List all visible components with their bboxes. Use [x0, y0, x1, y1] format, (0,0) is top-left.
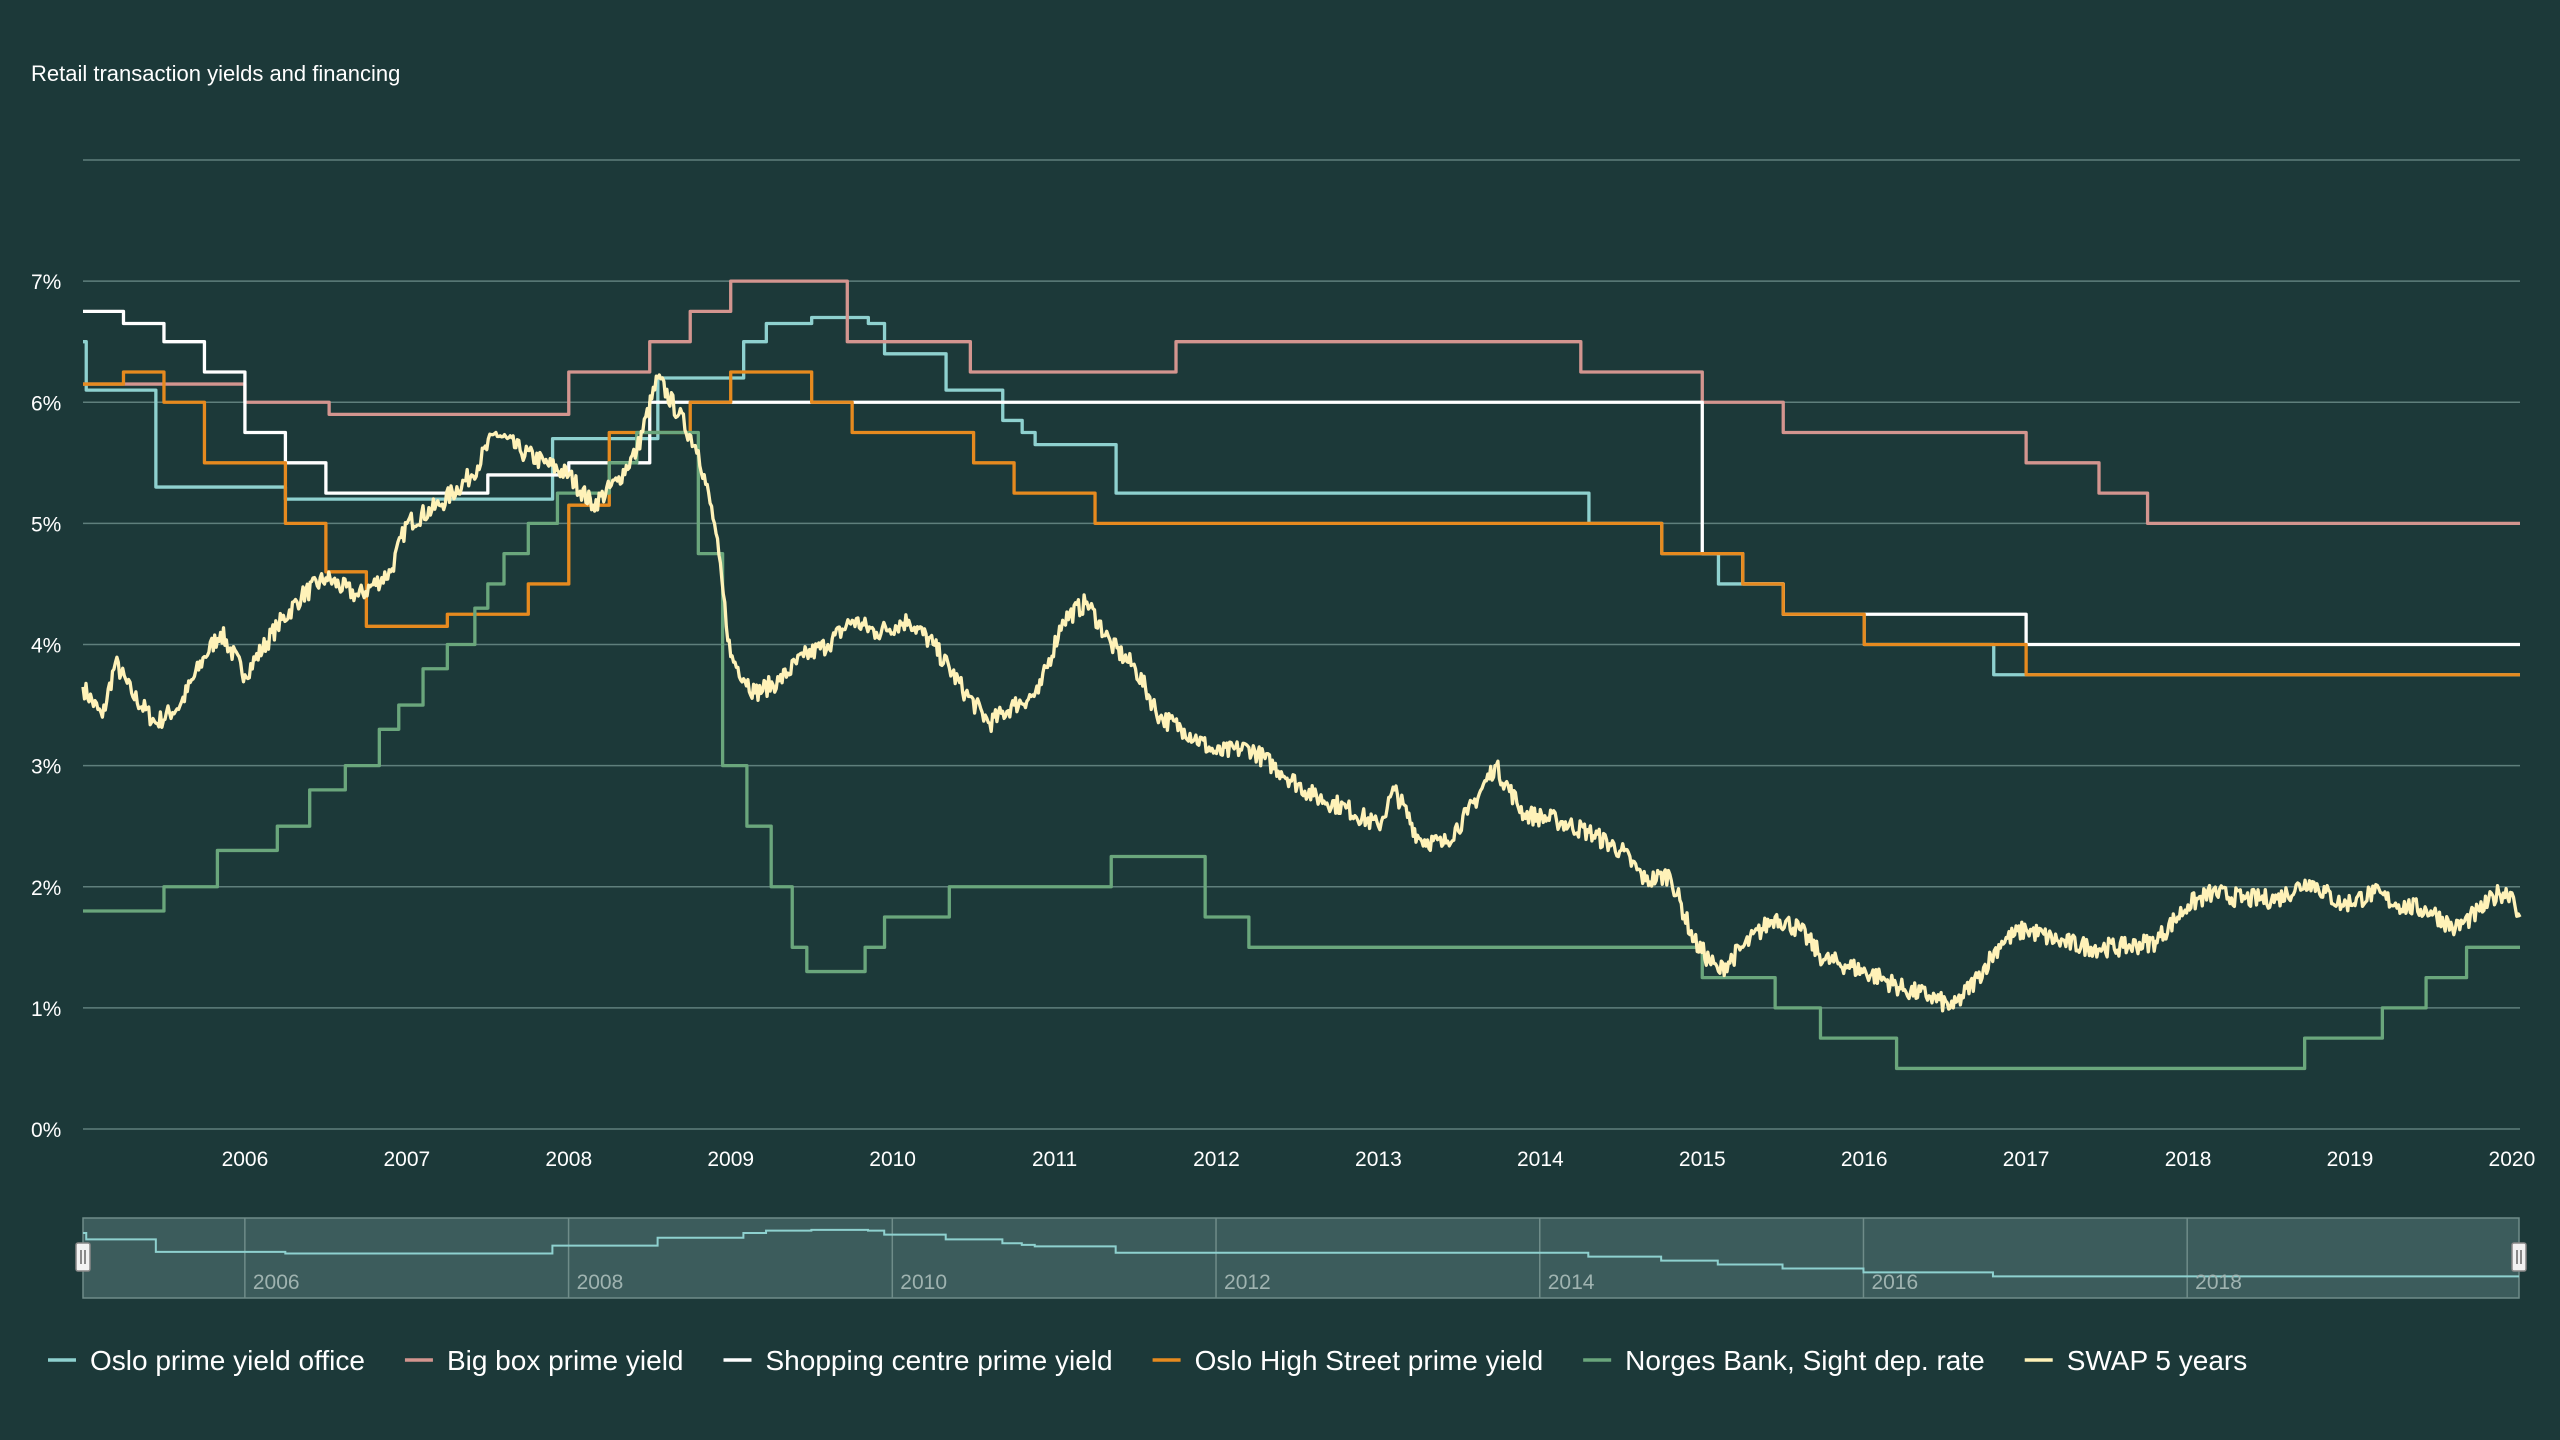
legend-label: Shopping centre prime yield [766, 1345, 1113, 1376]
navigator-left-handle[interactable] [75, 1242, 91, 1272]
navigator-right-handle[interactable] [2511, 1242, 2527, 1272]
y-tick-label: 3% [31, 756, 61, 779]
x-tick-label: 2013 [1355, 1148, 1402, 1171]
x-tick-label: 2011 [1032, 1148, 1077, 1171]
x-tick-label: 2007 [383, 1148, 430, 1171]
y-tick-label: 7% [31, 271, 61, 294]
y-axis-ticks: 0% 1% 2% 3% 4% 5% 6% 7% [31, 271, 61, 1142]
x-tick-label: 2006 [222, 1148, 269, 1171]
y-tick-label: 6% [31, 392, 61, 415]
y-tick-label: 2% [31, 877, 61, 900]
x-tick-label: 2016 [1841, 1148, 1888, 1171]
x-tick-label: 2017 [2003, 1148, 2050, 1171]
series-line-swap-5-years [81, 373, 2522, 1013]
navigator-tick-label: 2008 [577, 1271, 624, 1294]
x-tick-label: 2008 [545, 1148, 592, 1171]
x-tick-label: 2012 [1193, 1148, 1240, 1171]
navigator-tick-label: 2018 [2195, 1271, 2242, 1294]
series-lines [81, 279, 2522, 1071]
navigator-tick-label: 2010 [900, 1271, 947, 1294]
y-tick-label: 5% [31, 513, 61, 536]
x-axis-ticks: 2006 2007 2008 2009 2010 2011 2012 2013 2014 2015… [222, 1148, 2536, 1171]
chart-title: Retail transaction yields and financing [31, 61, 400, 86]
navigator-series-line [83, 1228, 2519, 1278]
x-tick-label: 2010 [869, 1148, 916, 1171]
legend: Oslo prime yield office Big box prime yie… [48, 1345, 2247, 1376]
range-navigator[interactable]: 2006 2008 2010 2012 2014 2016 2018 [75, 1217, 2527, 1299]
x-tick-label: 2014 [1517, 1148, 1564, 1171]
navigator-ticks: 2006 2008 2010 2012 2014 2016 2018 [253, 1271, 2242, 1294]
y-tick-label: 1% [31, 998, 61, 1021]
series-line-oslo-high-street-prime-yield [83, 370, 2520, 677]
x-tick-label: 2019 [2327, 1148, 2374, 1171]
x-tick-label: 2020 [2489, 1148, 2536, 1171]
series-line-shopping-centre-prime-yield [83, 309, 2520, 647]
series-line-norges-bank-sight-dep-rate [83, 430, 2520, 1071]
legend-item[interactable]: Big box prime yield [404, 1345, 684, 1376]
series-line-oslo-prime-yield-office [83, 315, 2520, 677]
legend-label: Oslo prime yield office [90, 1345, 365, 1376]
legend-item[interactable]: Oslo High Street prime yield [1152, 1345, 1544, 1376]
legend-label: SWAP 5 years [2067, 1345, 2248, 1376]
navigator-tick-label: 2006 [253, 1271, 300, 1294]
legend-item[interactable]: Norges Bank, Sight dep. rate [1583, 1345, 1985, 1376]
legend-label: Norges Bank, Sight dep. rate [1625, 1345, 1985, 1376]
x-tick-label: 2018 [2165, 1148, 2212, 1171]
x-tick-label: 2009 [707, 1148, 754, 1171]
navigator-tick-label: 2016 [1871, 1271, 1918, 1294]
navigator-gridlines [244, 1218, 2188, 1298]
navigator-tick-label: 2012 [1224, 1271, 1271, 1294]
y-tick-label: 0% [31, 1119, 61, 1142]
legend-item[interactable]: SWAP 5 years [2024, 1345, 2248, 1376]
legend-label: Oslo High Street prime yield [1195, 1345, 1544, 1376]
y-tick-label: 4% [31, 635, 61, 658]
legend-item[interactable]: Oslo prime yield office [48, 1345, 365, 1376]
navigator-window[interactable] [82, 1217, 2520, 1299]
legend-item[interactable]: Shopping centre prime yield [723, 1345, 1113, 1376]
navigator-tick-label: 2014 [1548, 1271, 1595, 1294]
series-line-big-box-prime-yield [83, 279, 2520, 526]
legend-label: Big box prime yield [447, 1345, 684, 1376]
x-tick-label: 2015 [1679, 1148, 1726, 1171]
